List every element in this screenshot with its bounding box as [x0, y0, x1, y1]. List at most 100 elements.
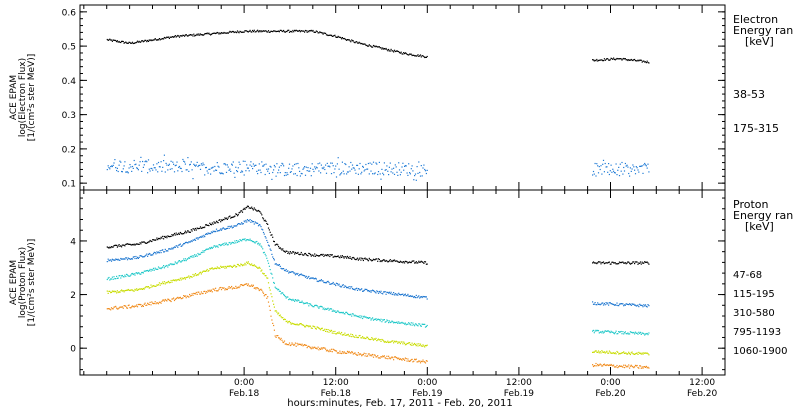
data-point: [369, 355, 371, 357]
data-point: [261, 228, 263, 230]
data-point: [372, 44, 375, 47]
data-point: [299, 301, 301, 303]
data-point: [137, 243, 139, 245]
data-point: [273, 324, 275, 327]
data-point: [175, 280, 177, 282]
data-point: [220, 221, 222, 223]
data-point: [137, 41, 139, 43]
data-point: [153, 269, 155, 271]
data-point: [644, 333, 647, 335]
data-point: [111, 246, 113, 248]
data-point: [594, 365, 596, 367]
y-tick-label: 2: [70, 291, 76, 301]
data-point: [112, 39, 114, 41]
data-point: [110, 247, 112, 249]
data-point: [215, 290, 218, 292]
data-point: [329, 166, 331, 168]
data-point: [622, 173, 624, 175]
data-point: [192, 273, 194, 276]
data-point: [205, 33, 207, 35]
data-point: [409, 324, 411, 326]
data-point: [144, 39, 146, 41]
data-point: [140, 41, 142, 43]
data-point: [344, 313, 346, 315]
data-point: [293, 323, 295, 325]
data-point: [640, 367, 642, 369]
data-point: [602, 304, 605, 306]
data-point: [298, 167, 300, 169]
data-point: [180, 279, 182, 281]
data-point: [149, 239, 151, 242]
data-point: [372, 161, 375, 163]
data-point: [642, 262, 644, 264]
data-point: [388, 174, 390, 176]
data-point: [593, 262, 595, 264]
data-point: [393, 322, 395, 324]
data-point: [251, 240, 253, 242]
data-point: [632, 261, 634, 263]
data-point: [194, 229, 196, 231]
data-point: [286, 320, 288, 322]
data-point: [323, 255, 325, 257]
data-point: [189, 231, 191, 233]
data-point: [592, 351, 594, 353]
data-point: [382, 47, 384, 49]
data-point: [227, 265, 229, 267]
data-point: [273, 259, 275, 261]
data-point: [210, 246, 212, 248]
data-point: [592, 59, 595, 61]
data-point: [375, 356, 377, 358]
data-point: [132, 167, 134, 169]
data-point: [238, 287, 240, 289]
data-point: [611, 331, 613, 333]
data-point: [240, 171, 242, 173]
data-point: [134, 42, 136, 44]
data-point: [311, 346, 313, 348]
data-point: [261, 289, 263, 291]
data-point: [377, 46, 379, 48]
data-point: [254, 242, 256, 244]
data-point: [170, 263, 172, 265]
data-point: [324, 347, 326, 349]
data-point: [363, 43, 365, 45]
data-point: [128, 289, 130, 291]
data-point: [375, 45, 377, 47]
x-tick-date-label: Feb.19: [504, 389, 535, 399]
data-point: [405, 343, 407, 346]
data-point: [271, 296, 273, 298]
data-point: [132, 244, 134, 246]
data-point: [257, 222, 259, 224]
data-point: [603, 58, 605, 60]
data-point: [151, 167, 153, 170]
data-point: [152, 239, 154, 241]
data-point: [623, 305, 625, 307]
data-point: [143, 303, 145, 305]
data-point: [638, 351, 640, 353]
data-point: [346, 334, 348, 336]
data-point: [337, 310, 339, 312]
data-point: [152, 164, 155, 166]
data-point: [190, 34, 192, 36]
data-point: [320, 329, 322, 331]
data-point: [225, 164, 227, 166]
series-310-580: [106, 238, 650, 336]
data-point: [136, 256, 139, 258]
data-point: [232, 287, 234, 289]
data-point: [639, 261, 642, 263]
data-point: [288, 31, 291, 33]
data-point: [305, 166, 307, 168]
data-point: [164, 248, 166, 250]
data-point: [127, 172, 129, 174]
data-point: [395, 50, 397, 52]
data-point: [122, 168, 124, 170]
data-point: [148, 241, 150, 243]
data-point: [142, 305, 144, 307]
data-point: [126, 307, 129, 309]
data-point: [618, 365, 621, 367]
data-point: [348, 166, 350, 168]
data-point: [338, 256, 340, 258]
data-point: [294, 274, 296, 276]
data-point: [342, 311, 344, 313]
data-point: [395, 260, 397, 262]
data-point: [610, 263, 612, 265]
